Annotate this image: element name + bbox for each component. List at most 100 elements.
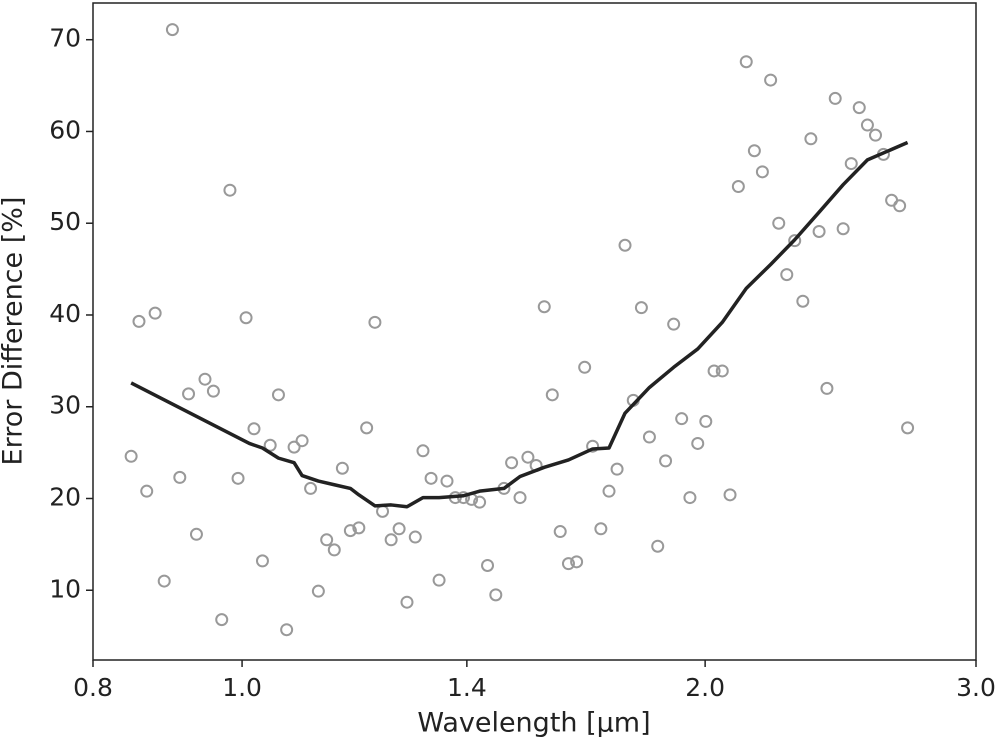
point: [796, 294, 810, 308]
point: [553, 525, 567, 539]
y-tick-label: 30: [49, 391, 81, 420]
point: [440, 474, 454, 488]
point: [651, 539, 665, 553]
point: [594, 522, 608, 536]
point: [189, 527, 203, 541]
point: [231, 471, 245, 485]
point: [513, 491, 527, 505]
y-tick-label: 20: [49, 483, 81, 512]
point: [836, 222, 850, 236]
point: [263, 438, 277, 452]
point: [182, 387, 196, 401]
point: [844, 157, 858, 171]
point: [132, 314, 146, 328]
y-tick-label: 40: [49, 299, 81, 328]
point: [852, 101, 866, 115]
point: [424, 471, 438, 485]
point: [335, 461, 349, 475]
point: [360, 421, 374, 435]
point: [173, 470, 187, 484]
point: [675, 412, 689, 426]
point: [239, 311, 253, 325]
point: [731, 180, 745, 194]
x-tick-label: 2.0: [685, 673, 725, 702]
y-tick-label: 10: [49, 574, 81, 603]
point: [304, 481, 318, 495]
point: [287, 440, 301, 454]
point: [280, 623, 294, 637]
point: [521, 450, 535, 464]
point: [481, 558, 495, 572]
point: [610, 462, 624, 476]
point: [828, 91, 842, 105]
trend-line: [130, 140, 909, 509]
point: [772, 216, 786, 230]
point: [505, 456, 519, 470]
point: [157, 574, 171, 588]
point: [343, 524, 357, 538]
point: [659, 454, 673, 468]
point: [215, 613, 229, 627]
point: [295, 434, 309, 448]
point: [327, 543, 341, 557]
x-tick-label: 1.0: [222, 673, 262, 702]
point: [271, 388, 285, 402]
point: [416, 444, 430, 458]
point: [408, 530, 422, 544]
y-axis-label: Error Difference [%]: [0, 197, 29, 466]
point: [223, 183, 237, 197]
point: [691, 436, 705, 450]
point: [140, 484, 154, 498]
point: [368, 315, 382, 329]
point: [893, 199, 907, 213]
point: [247, 422, 261, 436]
point: [869, 128, 883, 142]
y-tick-label: 70: [49, 24, 81, 53]
point: [537, 300, 551, 314]
point: [206, 384, 220, 398]
point: [570, 555, 584, 569]
plot-frame: [92, 2, 977, 661]
point: [489, 588, 503, 602]
point: [739, 55, 753, 69]
point: [320, 533, 334, 547]
point: [165, 23, 179, 37]
point: [586, 439, 600, 453]
point: [545, 388, 559, 402]
point: [124, 449, 138, 463]
point: [812, 224, 826, 238]
x-axis-label: Wavelength [μm]: [417, 708, 650, 739]
point: [618, 238, 632, 252]
point: [667, 317, 681, 331]
x-tick-label: 1.4: [447, 673, 487, 702]
point: [780, 268, 794, 282]
point: [392, 522, 406, 536]
point: [804, 132, 818, 146]
point: [198, 372, 212, 386]
point: [634, 301, 648, 315]
point: [820, 381, 834, 395]
point: [715, 364, 729, 378]
point: [384, 533, 398, 547]
point: [755, 165, 769, 179]
y-tick-label: 60: [49, 115, 81, 144]
point: [473, 495, 487, 509]
point: [400, 595, 414, 609]
point: [352, 521, 366, 535]
point: [764, 73, 778, 87]
point: [723, 488, 737, 502]
point: [311, 584, 325, 598]
x-tick-label: 0.8: [73, 673, 113, 702]
point: [788, 234, 802, 248]
point: [432, 573, 446, 587]
y-tick-label: 50: [49, 207, 81, 236]
point: [602, 484, 616, 498]
point: [860, 118, 874, 132]
point: [747, 144, 761, 158]
point: [683, 491, 697, 505]
point: [707, 364, 721, 378]
point: [578, 360, 592, 374]
point: [255, 554, 269, 568]
point: [148, 306, 162, 320]
